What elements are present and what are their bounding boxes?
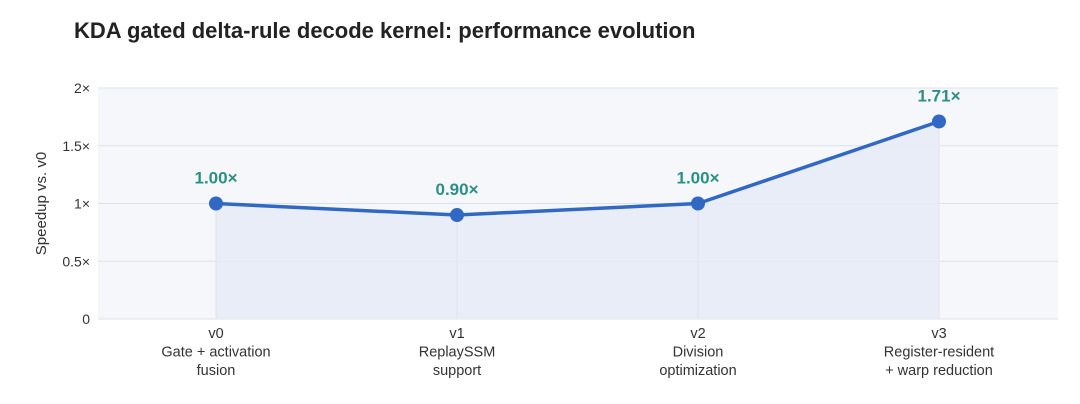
drop-lines — [215, 121, 940, 319]
x-tick-label: v0 Gate + activation fusion — [161, 326, 270, 379]
data-label: 1.71× — [917, 86, 960, 105]
data-point — [209, 196, 223, 211]
y-tick-label: 0.5× — [62, 253, 90, 269]
x-tick-label: v2 Division optimization — [659, 326, 736, 379]
data-point — [691, 196, 705, 211]
data-point — [932, 114, 946, 129]
x-tick-description: ReplaySSM — [419, 345, 496, 361]
x-tick-label: v3 Register-resident + warp reduction — [884, 326, 994, 379]
x-axis-ticks: v0 Gate + activation fusion v1 ReplaySSM supp… — [161, 326, 994, 379]
y-axis-label: Speedup vs. v0 — [33, 152, 50, 255]
y-tick-label: 0 — [82, 311, 90, 327]
y-tick-label: 1× — [74, 196, 90, 212]
x-tick-description: Division — [673, 345, 724, 361]
data-point — [450, 208, 464, 223]
chart-title: KDA gated delta-rule decode kernel: perf… — [74, 18, 695, 43]
y-tick-label: 2× — [74, 80, 90, 96]
x-tick-description: support — [433, 363, 481, 379]
series-line — [215, 119, 940, 217]
x-tick-description: fusion — [197, 363, 236, 379]
x-tick-version: v3 — [931, 326, 946, 342]
x-tick-description: Register-resident — [884, 345, 994, 361]
area-fill — [216, 121, 939, 320]
x-tick-description: Gate + activation — [161, 345, 270, 361]
y-tick-label: 1.5× — [62, 138, 90, 154]
data-label: 0.90× — [435, 180, 478, 199]
x-tick-version: v1 — [449, 326, 464, 342]
data-label: 1.00× — [676, 169, 719, 188]
x-tick-description: optimization — [659, 363, 736, 379]
x-tick-label: v1 ReplaySSM support — [419, 326, 496, 379]
data-label: 1.00× — [194, 169, 237, 188]
y-axis-ticks: 0 0.5× 1× 1.5× 2× — [62, 80, 90, 327]
data-points — [209, 114, 946, 223]
data-labels: 1.00× 0.90× 1.00× 1.71× — [194, 86, 960, 199]
x-tick-version: v0 — [208, 326, 223, 342]
x-tick-version: v2 — [690, 326, 705, 342]
x-tick-description: + warp reduction — [885, 363, 993, 379]
